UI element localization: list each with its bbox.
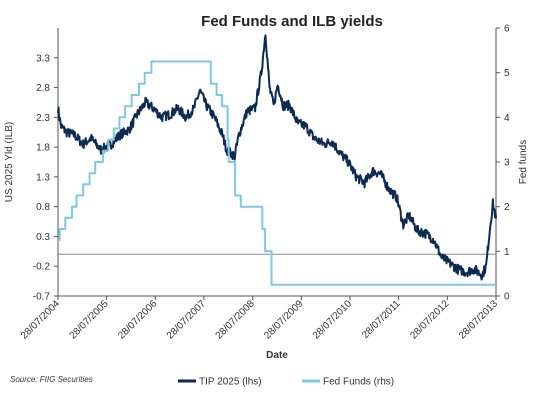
x-tick-label: 28/07/2010 (311, 298, 354, 341)
y-left-tick-label: 1.3 (36, 172, 50, 183)
x-tick-label: 28/07/2007 (165, 298, 208, 341)
y-right-tick-label: 3 (504, 158, 510, 169)
legend: TIP 2025 (lhs) Fed Funds (rhs) (178, 377, 394, 388)
series-line-fed-funds (58, 60, 496, 286)
y-left-tick-label: -0.2 (33, 262, 51, 273)
y-left-tick-label: 0.3 (36, 232, 50, 243)
legend-label-tip-2025: TIP 2025 (lhs) (199, 377, 262, 388)
y-right-tick-label: 6 (504, 24, 510, 35)
y-left-tick-label: 0.8 (36, 202, 50, 213)
y-left-tick-label: 3.3 (36, 53, 50, 64)
y-axis-left-title: US 2025 Yld (ILB) (4, 122, 15, 202)
y-left-tick-label: 2.3 (36, 113, 50, 124)
chart-axes (54, 27, 500, 300)
source-note: Source: FIIG Securities (10, 375, 93, 384)
x-tick-label: 28/07/2009 (262, 298, 305, 341)
x-tick-label: 28/07/2008 (214, 298, 257, 341)
y-right-tick-label: 0 (504, 292, 510, 303)
y-right-tick-label: 2 (504, 202, 510, 213)
x-tick-label: 28/07/2004 (19, 298, 62, 341)
x-tick-label: 28/07/2006 (116, 298, 159, 341)
y-left-tick-label: 2.8 (36, 83, 50, 94)
x-tick-label: 28/07/2013 (457, 298, 500, 341)
legend-label-fed-funds: Fed Funds (rhs) (323, 377, 394, 388)
y-right-tick-label: 5 (504, 68, 510, 79)
y-axis-right-title: Fed funds (518, 140, 529, 184)
y-right-tick-label: 4 (504, 113, 510, 124)
x-tick-label: 28/07/2011 (360, 298, 403, 341)
x-axis-title: Date (266, 350, 288, 361)
chart-title: Fed Funds and ILB yields (201, 13, 383, 30)
y-left-tick-label: -0.7 (33, 292, 51, 303)
tick-labels: 3.3 2.8 2.3 1.8 1.3 0.8 0.3 -0.2 -0.7 0 1 2 3 4 5 6 28/0… (19, 24, 510, 342)
series-line-tip-2025 (57, 34, 497, 281)
x-tick-label: 28/07/2012 (408, 298, 451, 341)
y-right-tick-label: 1 (504, 247, 510, 258)
x-tick-label: 28/07/2005 (68, 298, 111, 341)
y-left-tick-label: 1.8 (36, 143, 50, 154)
series-layer (57, 34, 497, 286)
